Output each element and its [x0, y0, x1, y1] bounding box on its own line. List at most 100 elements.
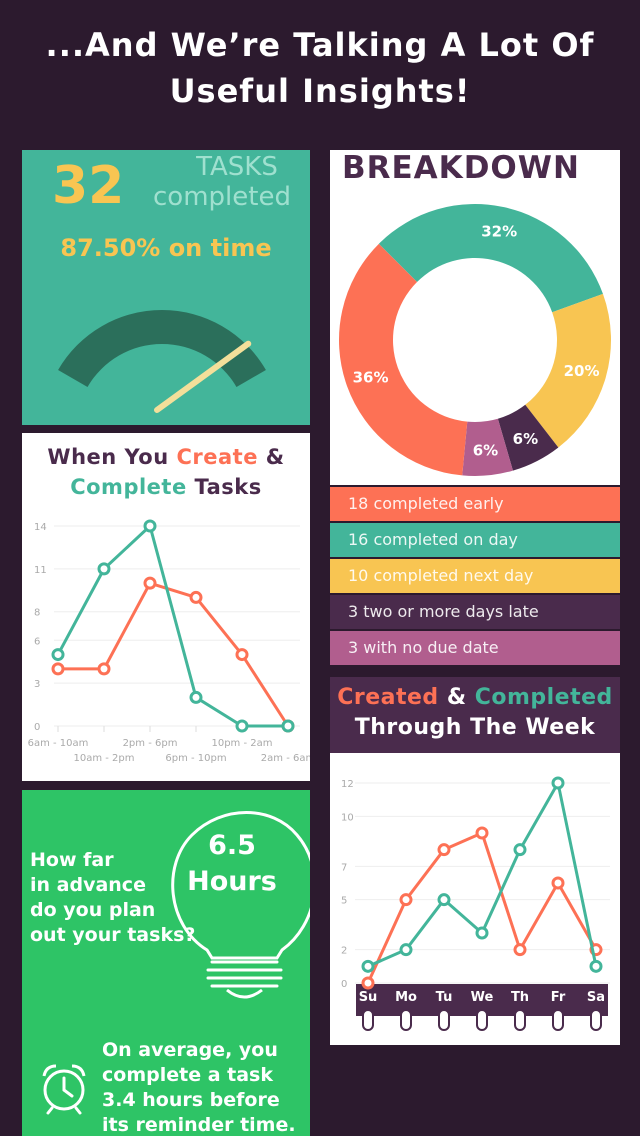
- y-tick-label: 10: [341, 812, 354, 823]
- data-point: [235, 648, 249, 662]
- data-point: [51, 662, 65, 676]
- tasks-label: TASKS: [196, 152, 278, 182]
- series-line: [58, 581, 290, 727]
- create-complete-line-chart: 0 3 6 8 11 14 6am - 10am 2pm - 6pm 10pm - 2am 10a…: [28, 519, 310, 764]
- tasks-completed-card: 32 TASKS completed 87.50% on time: [22, 150, 310, 425]
- calendar-ring-icon: [552, 1009, 564, 1031]
- day-label: Tu: [436, 990, 453, 1005]
- data-point: [437, 893, 451, 907]
- week-header: Created & Completed Through The Week: [330, 677, 620, 753]
- x-tick-label: 6pm - 10pm: [165, 753, 226, 764]
- data-point: [475, 926, 489, 940]
- on-time-gauge: [58, 310, 266, 413]
- complete-word: Complete: [70, 475, 187, 499]
- create-complete-card: When You Create & Complete Tasks 0 3 6 8 11 1…: [22, 433, 310, 781]
- plan-question: How far in advance do you plan out your …: [30, 849, 196, 946]
- donut-slice: [339, 243, 468, 476]
- plan-advance-card: How far in advance do you plan out your …: [22, 790, 310, 1136]
- calendar-ring-icon: [400, 1009, 412, 1031]
- y-tick-label: 8: [34, 608, 40, 619]
- lightbulb-icon: [171, 811, 310, 999]
- create-complete-title-line1: When You Create &: [47, 445, 285, 469]
- data-point: [51, 648, 65, 662]
- on-time-percentage: 87.50% on time: [60, 234, 272, 262]
- data-point: [361, 959, 375, 973]
- data-point: [143, 576, 157, 590]
- calendar-ring-icon: [438, 1009, 450, 1031]
- calendar-ring-icon: [590, 1009, 602, 1031]
- data-point: [189, 690, 203, 704]
- data-point: [513, 843, 527, 857]
- y-tick-label: 6: [34, 636, 40, 647]
- calendar-ring-icon: [476, 1009, 488, 1031]
- slice-label: 6%: [513, 430, 538, 448]
- y-tick-label: 3: [34, 679, 40, 690]
- data-point: [143, 519, 157, 533]
- y-tick-label: 14: [34, 522, 47, 533]
- data-point: [513, 943, 527, 957]
- legend-row: 3 with no due date: [330, 631, 620, 665]
- y-tick-label: 5: [341, 896, 347, 907]
- hours-value: 6.5: [208, 830, 256, 861]
- day-label: Sa: [587, 990, 605, 1005]
- x-tick-label: 10am - 2pm: [73, 753, 134, 764]
- x-tick-label: 2am - 6am: [261, 753, 310, 764]
- data-point: [399, 943, 413, 957]
- y-tick-label: 2: [341, 946, 347, 957]
- breakdown-title: BREAKDOWN: [342, 150, 580, 186]
- data-point: [361, 976, 375, 990]
- header-line-2: Useful Insights!: [169, 72, 471, 110]
- donut-slice: [497, 404, 559, 471]
- legend-row: 18 completed early: [330, 487, 620, 521]
- day-label: Th: [511, 990, 529, 1005]
- create-complete-title-line2: Complete Tasks: [70, 475, 262, 499]
- x-tick-label: 10pm - 2am: [211, 738, 272, 749]
- data-point: [235, 719, 249, 733]
- x-tick-label: 6am - 10am: [28, 738, 89, 749]
- x-tick-label: 2pm - 6pm: [123, 738, 178, 749]
- calendar-ring-icon: [362, 1009, 374, 1031]
- calendar-ring-icon: [514, 1009, 526, 1031]
- data-point: [437, 843, 451, 857]
- alarm-clock-icon: [42, 1064, 86, 1115]
- donut-slice: [462, 418, 513, 476]
- page-header: ...And We’re Talking A Lot Of Useful Ins…: [0, 22, 640, 114]
- breakdown-donut-chart: 32% 20% 6% 6% 36%: [339, 204, 611, 476]
- legend-row: 16 completed on day: [330, 523, 620, 557]
- legend-row: 3 two or more days late: [330, 595, 620, 629]
- data-point: [97, 562, 111, 576]
- data-point: [551, 776, 565, 790]
- day-label: Su: [359, 990, 378, 1005]
- tasks-count: 32: [52, 156, 125, 216]
- week-title-line2: Through The Week: [354, 715, 596, 740]
- data-point: [589, 959, 603, 973]
- day-label: We: [471, 990, 494, 1005]
- breakdown-card: BREAKDOWN 32% 20% 6% 6% 36%: [330, 150, 620, 485]
- slice-label: 36%: [353, 369, 389, 387]
- y-tick-label: 12: [341, 779, 354, 790]
- y-tick-label: 0: [34, 722, 40, 733]
- legend-row: 10 completed next day: [330, 559, 620, 593]
- week-title-line1: Created & Completed: [337, 685, 613, 710]
- gauge-needle: [154, 340, 252, 413]
- slice-label: 6%: [473, 442, 498, 460]
- slice-label: 20%: [564, 362, 600, 380]
- plan-answer: On average, you complete a task 3.4 hour…: [102, 1039, 296, 1136]
- day-label: Fr: [551, 990, 566, 1005]
- donut-slice: [378, 204, 603, 313]
- data-point: [189, 590, 203, 604]
- y-tick-label: 7: [341, 862, 347, 873]
- hours-unit: Hours: [187, 866, 277, 897]
- data-point: [281, 719, 295, 733]
- completed-label: completed: [153, 182, 291, 212]
- gauge-arc: [58, 310, 266, 387]
- create-word: Create: [176, 445, 258, 469]
- y-tick-label: 0: [341, 979, 347, 990]
- donut-slice: [525, 293, 611, 448]
- week-card: Created & Completed Through The Week 0 2 5…: [330, 677, 620, 1045]
- day-label: Mo: [395, 990, 417, 1005]
- header-line-1: ...And We’re Talking A Lot Of: [45, 26, 595, 64]
- data-point: [475, 826, 489, 840]
- slice-label: 32%: [481, 223, 517, 241]
- data-point: [551, 876, 565, 890]
